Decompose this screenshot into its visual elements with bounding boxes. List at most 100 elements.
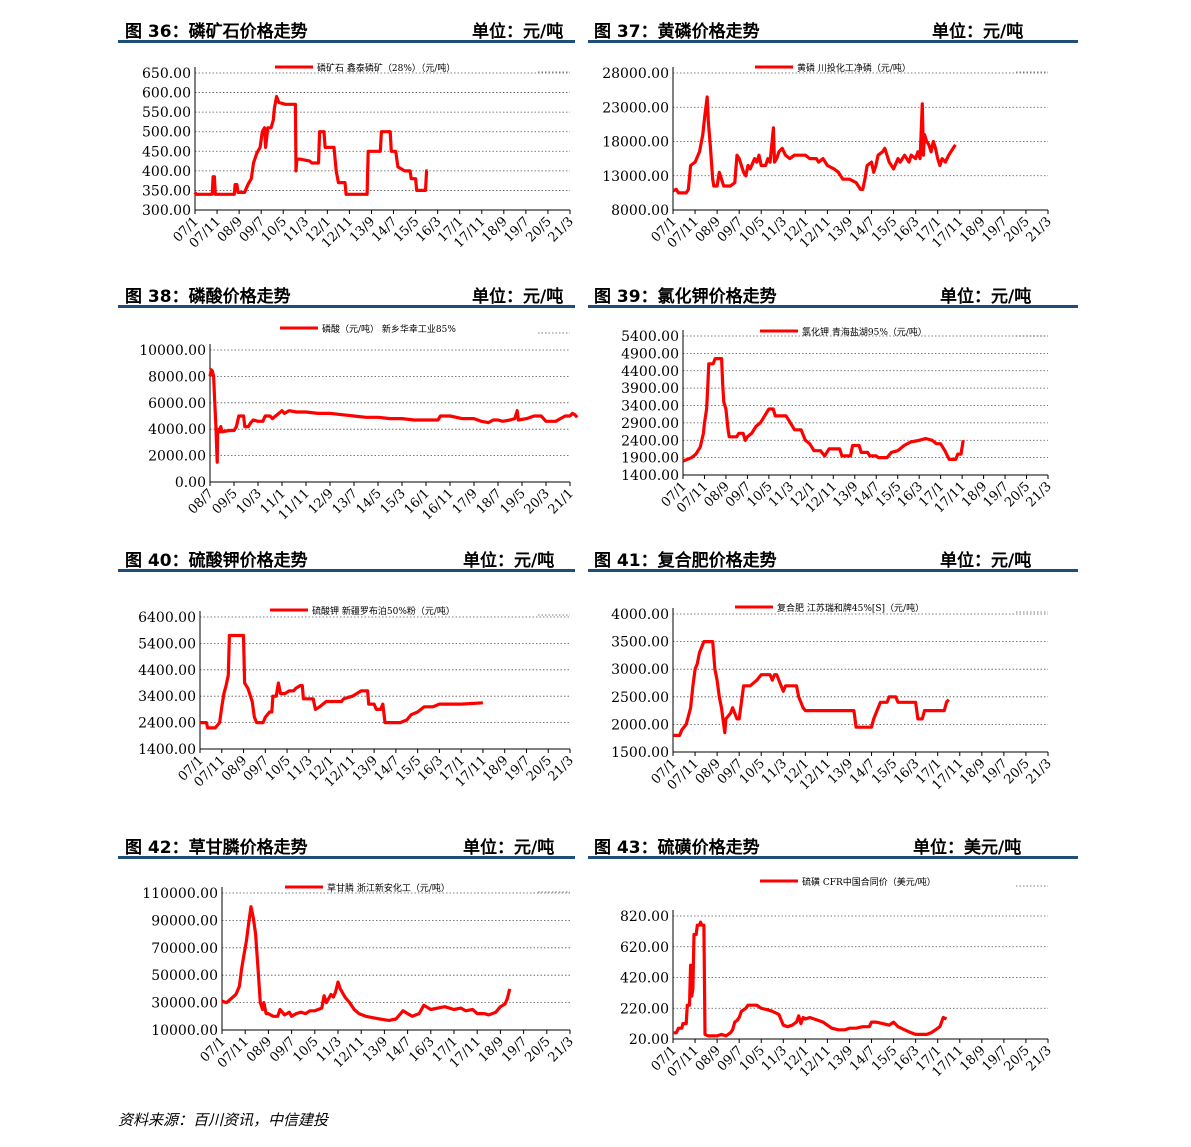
x-tick-label: 21/3: [546, 753, 577, 784]
legend-label: 氯化钾 青海盐湖95%（元/吨）: [802, 326, 927, 338]
y-tick-label: 1500.00: [611, 745, 669, 761]
x-tick-label: 14/7: [383, 1034, 414, 1065]
y-tick-label: 2000.00: [611, 717, 669, 733]
legend-label: 复合肥 江苏瑞和牌45%[S]（元/吨）: [777, 602, 924, 614]
y-tick-label: 1900.00: [621, 451, 679, 467]
title-rule: [588, 305, 1078, 308]
chart-c38: 0.00 2000.00 4000.00 6000.00 8000.00 10000.00…: [139, 323, 579, 523]
y-tick-label: 6400.00: [138, 610, 196, 626]
y-tick-label: 2400.00: [621, 433, 679, 449]
x-tick-label: 19/5: [498, 486, 529, 517]
title-rule: [588, 569, 1078, 572]
y-tick-label: 30000.00: [151, 996, 218, 1012]
x-tick-label: 10/3: [234, 486, 265, 517]
x-tick-label: 15/3: [378, 486, 409, 517]
chart-c43: 20.00220.00420.00620.00820.0007/107/1108…: [620, 876, 1055, 1080]
chart-title: 图 42：草甘膦价格走势: [125, 838, 308, 858]
chart-title: 图 41：复合肥价格走势: [594, 551, 777, 571]
y-tick-label: 3500.00: [611, 635, 669, 651]
y-tick-label: 1400.00: [621, 468, 679, 484]
title-rule: [118, 569, 575, 572]
legend-label: 硫酸钾 新疆罗布泊50%粉（元/吨）: [312, 605, 455, 617]
chart-title: 图 37：黄磷价格走势: [594, 22, 760, 42]
x-tick-label: 21/1: [546, 486, 577, 517]
y-tick-label: 450.00: [142, 144, 191, 160]
series-line: [221, 905, 512, 1023]
y-tick-label: 50000.00: [151, 968, 218, 984]
series-line: [673, 639, 950, 738]
chart-title: 图 40：硫酸钾价格走势: [125, 551, 308, 571]
title-rule: [118, 856, 575, 859]
y-tick-label: 70000.00: [151, 941, 218, 957]
chart-unit: 单位：元/吨: [940, 551, 1032, 571]
chart-title: 图 43：硫磺价格走势: [594, 838, 760, 858]
y-tick-label: 400.00: [142, 164, 191, 180]
y-tick-label: 420.00: [620, 971, 669, 987]
legend-label: 草甘膦 浙江新安化工（元/吨）: [327, 882, 450, 894]
chart-unit: 单位：元/吨: [472, 22, 564, 42]
y-tick-label: 3400.00: [621, 399, 679, 415]
chart-unit: 单位：美元/吨: [913, 838, 1022, 858]
chart-c41: 1500.00 2000.00 2500.00 3000.00 3500.00 4000.…: [611, 602, 1055, 793]
x-tick-label: 09/7: [267, 1034, 298, 1065]
chart-unit: 单位：元/吨: [940, 287, 1032, 307]
x-tick-label: 19/7: [499, 1034, 530, 1065]
x-tick-label: 18/7: [474, 486, 505, 517]
x-tick-label: 13/7: [330, 486, 361, 517]
x-tick-label: 21/3: [1024, 214, 1055, 245]
x-tick-label: 21/3: [1024, 756, 1055, 787]
chart-unit: 单位：元/吨: [932, 22, 1024, 42]
y-tick-label: 18000.00: [602, 135, 669, 151]
y-tick-label: 4900.00: [621, 346, 679, 362]
title-rule: [118, 40, 575, 43]
y-tick-label: 4400.00: [138, 663, 196, 679]
y-tick-label: 550.00: [142, 105, 191, 121]
y-tick-label: 28000.00: [602, 66, 669, 82]
y-tick-label: 3900.00: [621, 381, 679, 397]
series-line: [208, 368, 579, 464]
legend-label: 黄磷 川投化工净磷（元/吨）: [797, 62, 911, 74]
source-note: 资料来源：百川资讯，中信建投: [118, 1111, 329, 1129]
y-tick-label: 500.00: [142, 125, 191, 141]
legend-label: 磷酸（元/吨） 新乡华幸工业85%: [322, 323, 456, 335]
y-tick-label: 2900.00: [621, 416, 679, 432]
y-tick-label: 110000.00: [142, 886, 218, 902]
y-tick-label: 0.00: [175, 475, 206, 491]
x-tick-label: 13/9: [360, 1034, 391, 1065]
y-tick-label: 10000.00: [151, 1023, 218, 1039]
legend-label: 磷矿石 鑫泰磷矿（28%）（元/吨）: [317, 62, 455, 74]
y-tick-label: 600.00: [142, 86, 191, 102]
series-line: [682, 357, 965, 463]
y-tick-label: 8000.00: [148, 369, 206, 385]
chart-unit: 单位：元/吨: [472, 287, 564, 307]
y-tick-label: 4400.00: [621, 364, 679, 380]
y-tick-label: 4000.00: [611, 607, 669, 623]
chart-title: 图 36：磷矿石价格走势: [125, 22, 308, 42]
y-tick-label: 650.00: [142, 66, 191, 82]
y-tick-label: 5400.00: [621, 329, 679, 345]
y-tick-label: 10000.00: [139, 343, 206, 359]
chart-c42: 10000.00 30000.00 50000.00 70000.00 90000.00…: [142, 882, 577, 1071]
title-rule: [588, 40, 1078, 43]
y-tick-label: 220.00: [620, 1001, 669, 1017]
chart-unit: 单位：元/吨: [463, 838, 555, 858]
x-tick-label: 09/5: [210, 486, 241, 517]
x-tick-label: 08/9: [244, 1034, 275, 1065]
y-tick-label: 620.00: [620, 940, 669, 956]
x-tick-label: 21/3: [546, 1034, 577, 1065]
y-tick-label: 2000.00: [148, 449, 206, 465]
title-rule: [588, 856, 1078, 859]
series-line: [193, 94, 429, 196]
x-tick-label: 20/3: [522, 486, 553, 517]
chart-title: 图 38：磷酸价格走势: [125, 287, 291, 307]
y-tick-label: 8000.00: [611, 203, 669, 219]
y-tick-label: 20.00: [629, 1032, 669, 1048]
y-tick-label: 820.00: [620, 909, 669, 925]
y-tick-label: 6000.00: [148, 396, 206, 412]
series-line: [200, 633, 483, 730]
x-tick-label: 21/3: [1024, 479, 1055, 510]
x-tick-label: 20/5: [522, 1034, 553, 1065]
y-tick-label: 3000.00: [611, 662, 669, 678]
